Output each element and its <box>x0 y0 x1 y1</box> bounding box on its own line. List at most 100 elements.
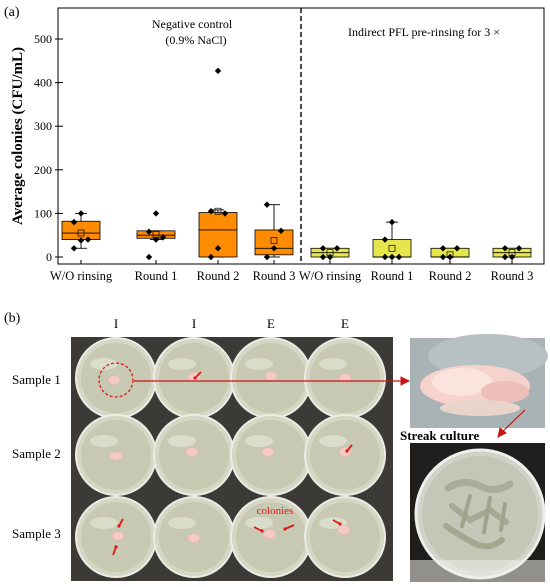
data-point <box>159 234 167 241</box>
data-point <box>214 67 222 75</box>
data-point <box>207 253 215 261</box>
petri-dish <box>304 414 386 496</box>
data-point <box>326 253 334 261</box>
colony-arrow-head <box>117 524 121 528</box>
data-point <box>152 210 160 217</box>
tissue-sample <box>338 373 352 383</box>
data-point <box>446 253 454 261</box>
data-point <box>214 245 222 252</box>
reflection <box>245 358 273 370</box>
box-5 <box>310 245 350 261</box>
x-axis: W/O rinsing Round 1 Round 2 Round 3 W/O rins… <box>50 260 533 283</box>
data-point <box>152 236 160 243</box>
column-label-2: I <box>192 316 196 331</box>
data-point <box>221 210 229 217</box>
box-7 <box>430 245 470 261</box>
petri-dish <box>75 414 157 496</box>
petri-dish <box>230 414 312 496</box>
y-tick-label: 100 <box>34 206 52 220</box>
colony-arrow-head <box>345 449 349 453</box>
data-point <box>395 253 403 261</box>
group-sublabel-negative-control: (0.9% NaCl) <box>165 33 226 47</box>
data-point <box>439 253 447 261</box>
data-point <box>84 236 92 243</box>
box-series <box>61 67 532 261</box>
y-axis: 0 100 200 300 400 500 <box>34 32 63 264</box>
mean-marker <box>214 207 222 215</box>
y-tick-label: 200 <box>34 163 52 177</box>
streak-culture-photo <box>410 443 546 582</box>
reflection <box>245 517 273 529</box>
plates-photo: colonies <box>71 337 393 581</box>
y-tick-label: 500 <box>34 32 52 46</box>
x-tick-label: Round 3 <box>253 269 296 283</box>
row-label-sample-1: Sample 1 <box>12 372 61 387</box>
data-point <box>270 245 278 252</box>
x-tick-label: Round 2 <box>197 269 240 283</box>
petri-dish <box>153 414 235 496</box>
petri-dish <box>75 496 157 578</box>
reflection <box>168 358 196 370</box>
data-point <box>319 245 327 252</box>
box-4 <box>254 201 294 261</box>
tissue-closeup-photo <box>410 334 548 428</box>
data-point <box>515 245 523 252</box>
column-label-1: I <box>114 316 118 331</box>
mean-marker <box>270 237 278 244</box>
x-tick-label: Round 2 <box>429 269 472 283</box>
reflection <box>90 517 118 529</box>
colony-arrow-head <box>283 527 287 531</box>
data-point <box>70 218 78 226</box>
data-point <box>77 237 85 244</box>
tissue-sample <box>109 451 123 461</box>
connector-arrows <box>134 376 526 438</box>
mean-marker <box>77 229 85 237</box>
tissue-sample <box>185 447 199 457</box>
box-1 <box>61 210 101 252</box>
data-point <box>333 245 341 252</box>
petri-dish <box>153 496 235 578</box>
reflection <box>168 517 196 529</box>
x-tick-label: W/O rinsing <box>299 269 362 283</box>
y-tick-label: 300 <box>34 119 52 133</box>
petri-dish <box>230 337 312 419</box>
data-point <box>388 253 396 261</box>
streak-culture-label: Streak culture <box>400 428 480 443</box>
data-point <box>319 253 327 261</box>
colony-arrow <box>284 524 295 530</box>
y-axis-label: Average colonies (CFU/mL) <box>10 47 26 225</box>
tissue-sample <box>107 375 121 385</box>
reflection <box>90 358 118 370</box>
data-point <box>508 253 516 261</box>
x-tick-label: Round 1 <box>135 269 178 283</box>
x-tick-label: W/O rinsing <box>50 269 113 283</box>
row-label-sample-3: Sample 3 <box>12 526 61 541</box>
box-3 <box>198 67 238 261</box>
colony-arrow-head <box>193 376 197 380</box>
tissue-sample <box>263 529 277 539</box>
data-point <box>501 245 509 252</box>
reflection <box>90 435 118 447</box>
data-point <box>381 236 389 243</box>
group-label-pfl-rinsing: Indirect PFL pre-rinsing for 3 × <box>348 25 500 39</box>
reflection <box>319 517 347 529</box>
data-point <box>263 253 271 261</box>
reflection <box>319 435 347 447</box>
tissue-sample <box>111 531 125 541</box>
box-2 <box>136 210 176 261</box>
colonies-annotation: colonies <box>257 505 294 517</box>
box-body <box>61 220 101 240</box>
box-8 <box>492 245 532 261</box>
petri-dish <box>75 337 157 419</box>
panel-b-label: (b) <box>4 311 21 326</box>
y-tick-label: 0 <box>46 250 52 264</box>
data-point <box>77 210 85 217</box>
data-point <box>277 227 285 235</box>
reflection <box>245 435 273 447</box>
data-point <box>263 201 271 208</box>
tissue-sample <box>187 533 201 543</box>
data-point <box>439 245 447 252</box>
petri-dish <box>304 496 386 578</box>
data-point <box>145 228 153 235</box>
